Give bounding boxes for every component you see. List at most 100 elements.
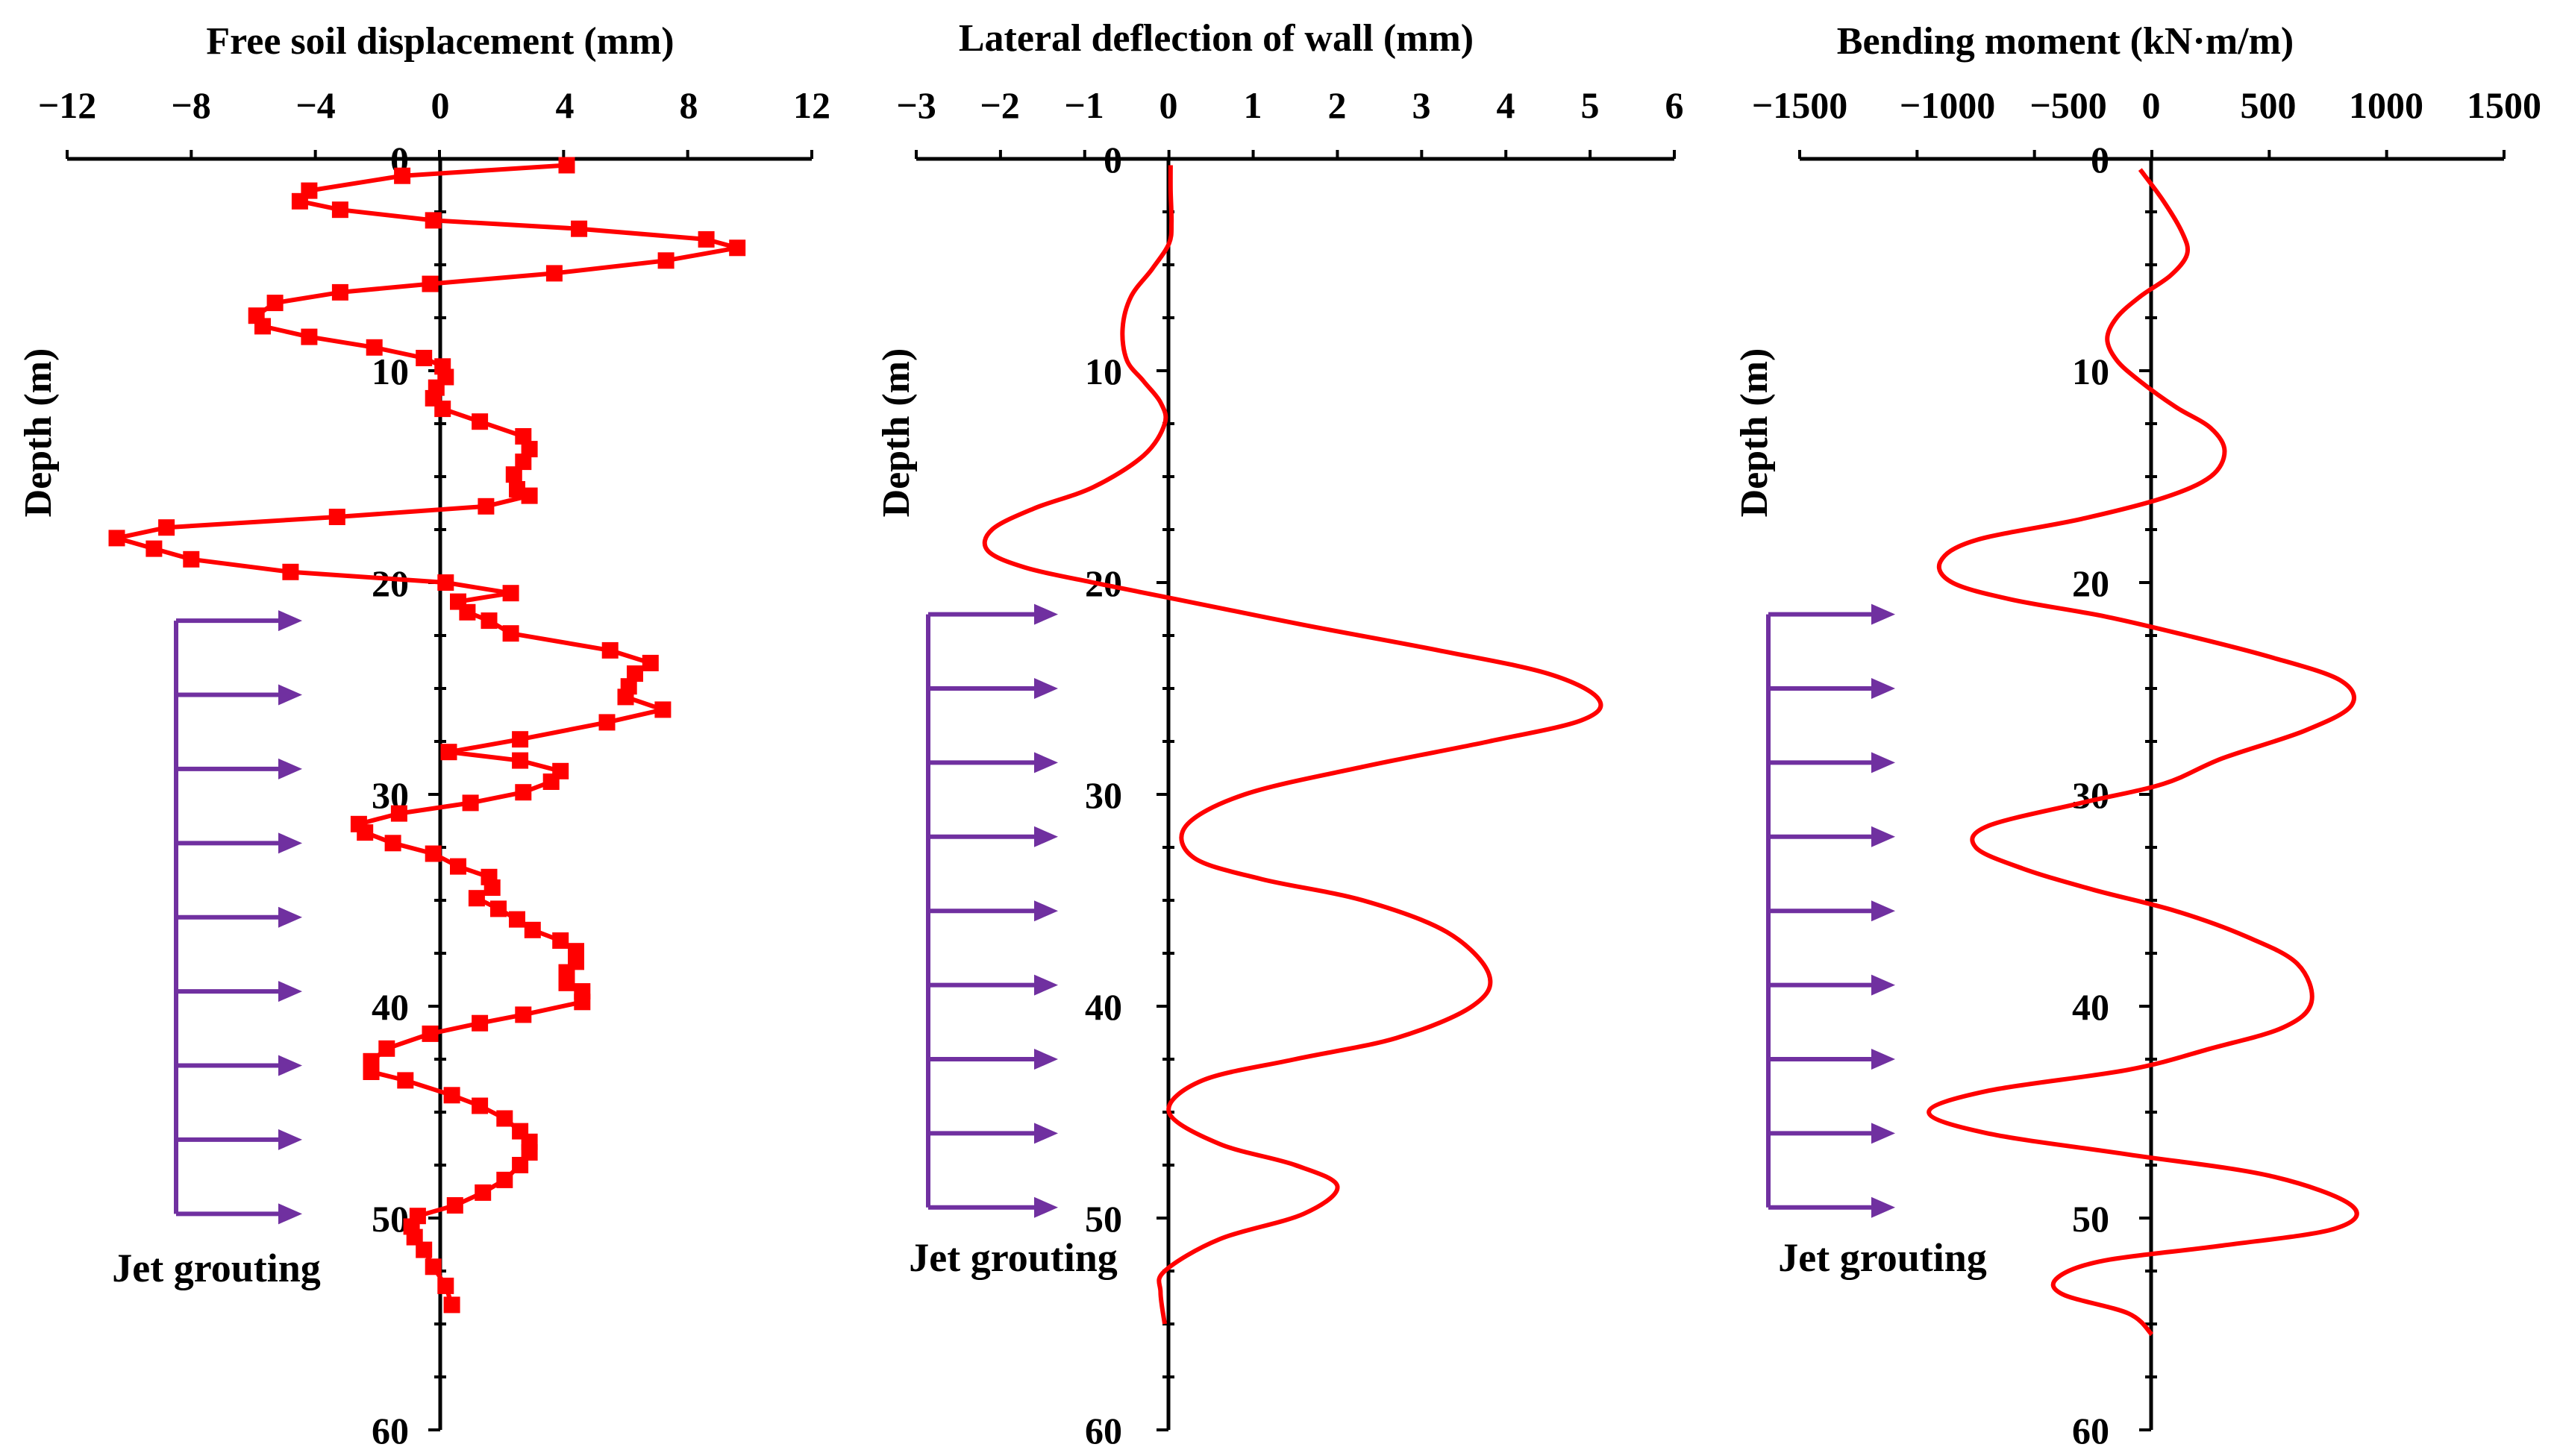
x-tick-label: 1500 <box>2467 84 2541 126</box>
data-point <box>542 774 560 790</box>
y-tick-label: 40 <box>372 986 409 1028</box>
jet-grouting-arrows <box>174 610 302 1225</box>
x-tick-label: 3 <box>1412 84 1431 126</box>
data-point <box>521 1144 538 1161</box>
y-axis-label: Depth (m) <box>17 348 60 518</box>
data-point <box>558 157 575 174</box>
data-point <box>505 466 522 483</box>
data-point <box>490 900 507 917</box>
y-tick-label: 10 <box>1085 351 1122 392</box>
data-point <box>729 239 746 257</box>
data-point <box>515 428 532 445</box>
jet-grouting-arrowhead <box>278 758 302 779</box>
x-tick-label: 500 <box>2241 84 2297 126</box>
data-point <box>331 283 348 301</box>
data-point <box>425 845 442 862</box>
data-point <box>521 487 538 504</box>
jet-grouting-arrowhead <box>1871 1196 1895 1218</box>
data-point <box>512 752 529 769</box>
y-tick-label: 40 <box>2072 986 2109 1028</box>
jet-grouting-arrowhead <box>1034 752 1058 774</box>
data-point <box>158 519 175 536</box>
y-tick-label: 20 <box>372 562 409 604</box>
data-point <box>254 318 271 335</box>
jet-grouting-label: Jet grouting <box>112 1246 321 1290</box>
data-point <box>291 192 308 210</box>
x-tick-label: 0 <box>431 84 450 126</box>
data-point <box>627 665 643 682</box>
plot-area <box>108 157 746 1314</box>
data-point <box>617 688 634 706</box>
x-tick-label: 5 <box>1581 84 1600 126</box>
y-tick-label: 40 <box>1085 986 1122 1028</box>
data-point <box>425 1258 442 1275</box>
data-point <box>509 911 525 928</box>
data-point <box>437 1277 454 1294</box>
data-point <box>512 731 529 748</box>
data-point <box>601 641 619 659</box>
axes <box>66 150 813 1431</box>
data-point <box>425 212 442 229</box>
data-point <box>468 890 485 907</box>
data-point <box>558 974 575 991</box>
data-point <box>363 1064 380 1080</box>
data-point <box>384 835 401 852</box>
series-line <box>114 163 740 1306</box>
data-point <box>282 563 299 580</box>
data-point <box>378 1040 395 1057</box>
jet-grouting-arrows <box>926 603 1058 1218</box>
data-point <box>642 654 659 671</box>
x-tick-label: −3 <box>896 84 936 126</box>
y-tick-label: 30 <box>1085 774 1122 816</box>
data-point <box>512 1157 529 1173</box>
jet-grouting-arrowhead <box>278 1129 302 1150</box>
data-point <box>472 1014 489 1032</box>
data-point <box>450 858 466 875</box>
jet-grouting-arrowhead <box>1871 1049 1895 1070</box>
data-point <box>406 1228 423 1246</box>
jet-grouting-arrowhead <box>278 684 302 706</box>
data-point <box>462 794 479 812</box>
data-point <box>357 824 374 841</box>
data-point <box>574 994 591 1011</box>
y-tick-label: 20 <box>2072 562 2109 604</box>
data-point <box>416 1241 433 1258</box>
data-point <box>524 921 541 938</box>
x-tick-label: −2 <box>980 84 1020 126</box>
y-tick-label: 10 <box>2072 351 2109 392</box>
data-point <box>108 530 125 547</box>
jet-grouting-arrowhead <box>278 1055 302 1076</box>
data-point <box>397 1072 414 1089</box>
data-point <box>502 625 519 642</box>
x-tick-label: 12 <box>793 84 830 126</box>
data-point <box>422 1025 439 1042</box>
chart-title: Lateral deflection of wall (mm) <box>959 17 1474 60</box>
data-point <box>472 413 489 430</box>
jet-grouting-arrowhead <box>1871 974 1895 996</box>
data-point <box>571 220 588 237</box>
y-tick-label: 50 <box>372 1198 409 1240</box>
jet-grouting-label: Jet grouting <box>1778 1235 1987 1280</box>
data-point <box>459 603 476 621</box>
x-tick-label: 0 <box>2142 84 2161 126</box>
data-point <box>434 401 451 418</box>
jet-grouting-arrowhead <box>278 610 302 632</box>
y-tick-label: 30 <box>2072 774 2109 816</box>
data-point <box>598 714 616 731</box>
jet-grouting-arrowhead <box>1871 752 1895 774</box>
series-line <box>1927 168 2359 1337</box>
data-point <box>483 879 501 896</box>
x-tick-label: 0 <box>1159 84 1178 126</box>
data-point <box>515 1006 532 1023</box>
free-soil-displacement-chart: Free soil displacement (mm) Depth (m) −1… <box>17 20 830 1452</box>
data-point <box>183 550 200 568</box>
x-tick-label: −8 <box>171 84 211 126</box>
data-point <box>515 784 532 801</box>
data-point <box>545 265 563 282</box>
y-tick-label: 60 <box>372 1410 409 1452</box>
data-point <box>266 295 284 312</box>
jet-grouting-arrowhead <box>1034 603 1058 625</box>
x-tick-label: 1 <box>1244 84 1262 126</box>
x-tick-label: 4 <box>1497 84 1515 126</box>
